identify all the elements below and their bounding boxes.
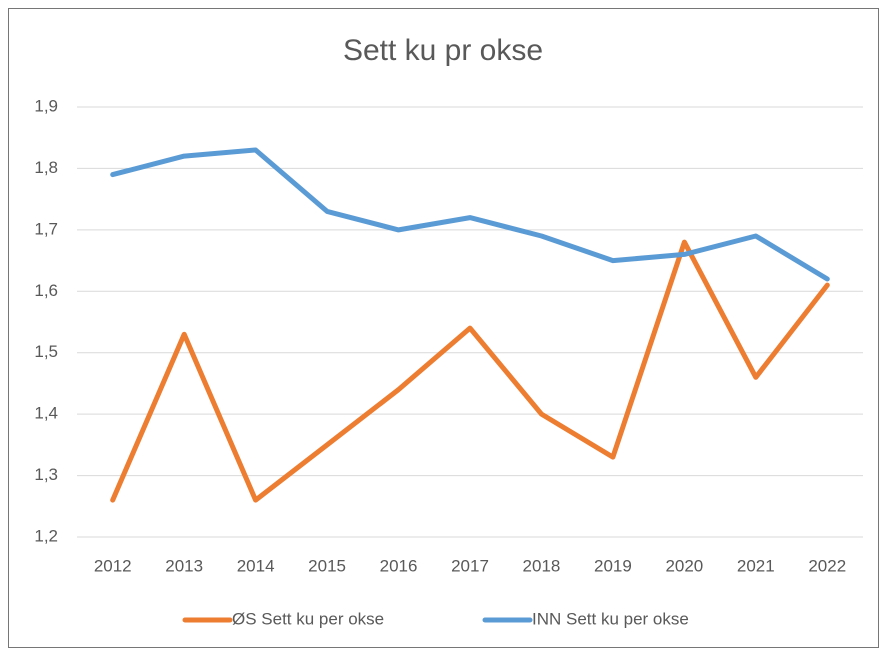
chart-border	[8, 8, 879, 648]
legend-label: INN Sett ku per okse	[532, 609, 689, 628]
chart-title: Sett ku pr okse	[343, 34, 543, 67]
y-tick-label: 1,9	[34, 96, 58, 115]
x-tick-label: 2013	[165, 556, 203, 575]
y-tick-label: 1,3	[34, 465, 58, 484]
y-tick-label: 1,5	[34, 342, 58, 361]
series-line	[110, 147, 830, 282]
x-tick-label: 2018	[523, 556, 561, 575]
series-line	[110, 239, 830, 503]
x-tick-label: 2022	[808, 556, 846, 575]
x-tick-label: 2019	[594, 556, 632, 575]
legend-label: ØS Sett ku per okse	[232, 609, 384, 628]
y-tick-label: 1,8	[34, 158, 58, 177]
x-tick-label: 2017	[451, 556, 489, 575]
x-tick-label: 2016	[380, 556, 418, 575]
y-tick-label: 1,7	[34, 219, 58, 238]
x-tick-label: 2012	[94, 556, 132, 575]
x-tick-label: 2020	[665, 556, 703, 575]
y-tick-label: 1,4	[34, 404, 58, 423]
x-tick-label: 2021	[737, 556, 775, 575]
x-tick-label: 2015	[308, 556, 346, 575]
y-tick-label: 1,6	[34, 281, 58, 300]
y-tick-label: 1,2	[34, 526, 58, 545]
x-tick-label: 2014	[237, 556, 275, 575]
